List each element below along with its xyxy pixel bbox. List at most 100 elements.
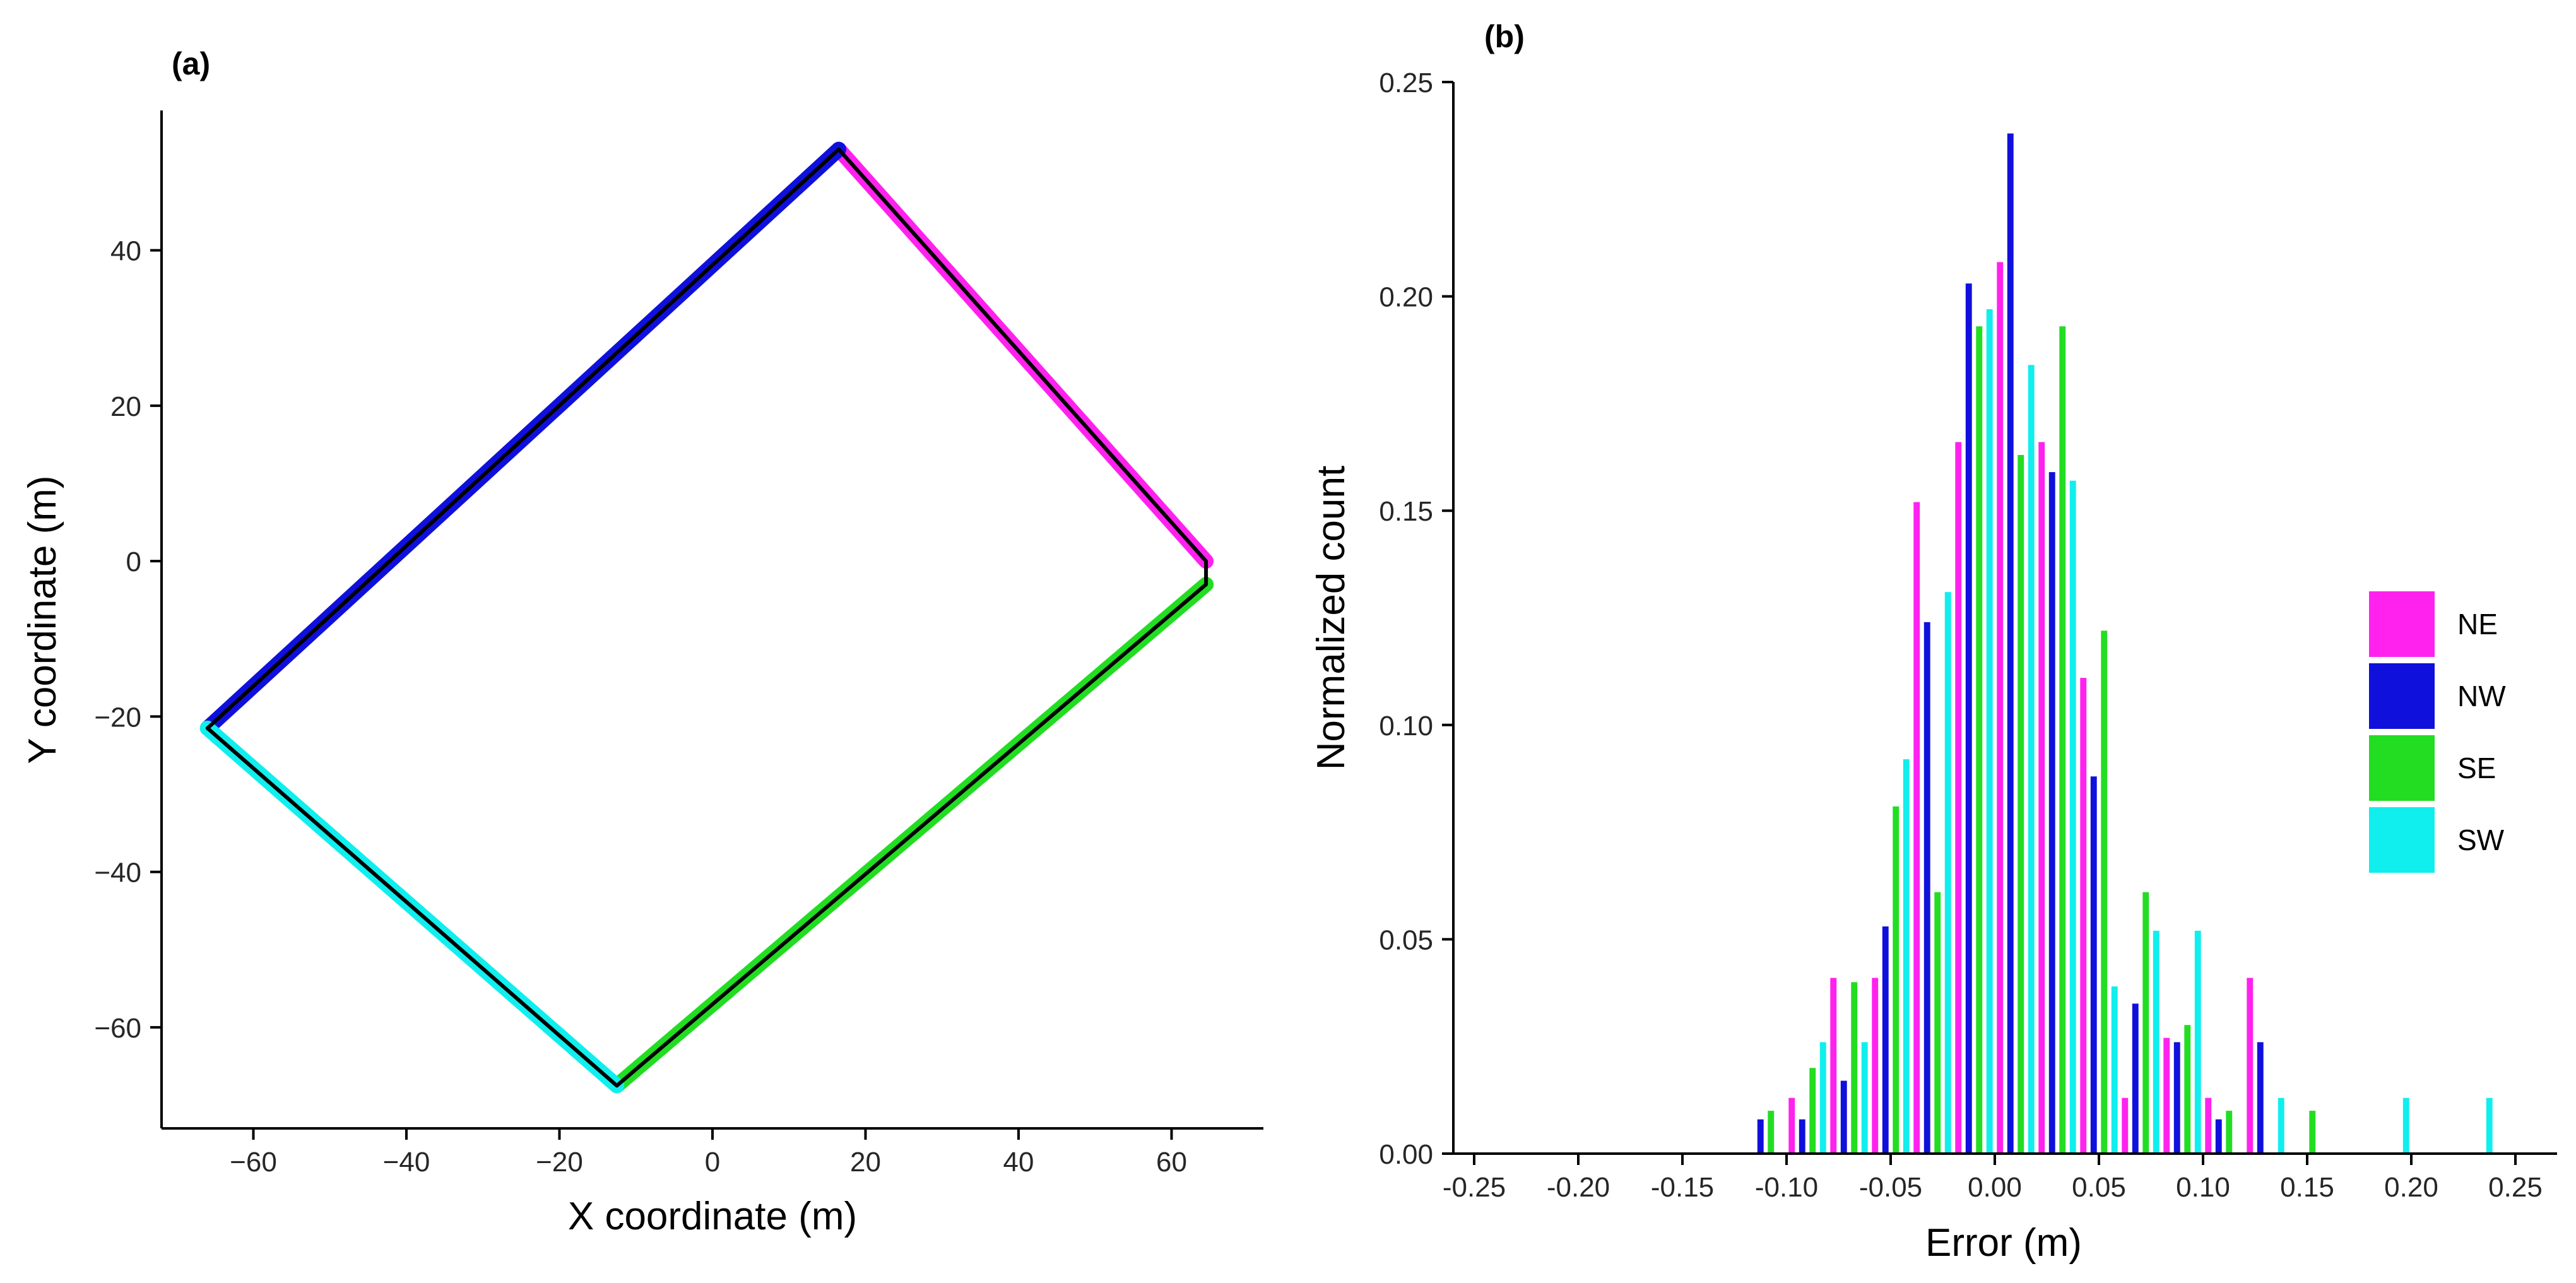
bar-ne: [1997, 262, 2004, 1154]
y-axis-title-b: Normalized count: [1309, 466, 1353, 770]
trace-reference: [205, 147, 1208, 1088]
y-tick-label-a: 20: [110, 391, 141, 422]
bar-nw: [2048, 472, 2055, 1154]
y-tick-label-a: −40: [94, 858, 141, 889]
bar-nw: [1840, 1080, 1847, 1154]
x-tick-label-a: −20: [536, 1147, 583, 1178]
panel-a-label: (a): [172, 46, 210, 81]
bar-nw: [2173, 1042, 2180, 1154]
legend-swatch-se: [2366, 733, 2437, 803]
bar-sw: [1944, 592, 1951, 1154]
panel-b-label: (b): [1484, 19, 1525, 54]
bar-ne: [1913, 502, 1920, 1154]
x-axis-title-b: Error (m): [1925, 1221, 2082, 1265]
bar-ne: [2080, 678, 2087, 1154]
bar-sw: [1986, 309, 1993, 1154]
bar-se: [2018, 454, 2024, 1154]
path-traces: [199, 141, 1214, 1094]
bar-se: [1851, 982, 1858, 1154]
panel-b-error-histogram: (b) -0.25 -0.20 -0.15 -0.10 -0.05 0.00 0.05 0.1…: [1309, 19, 2557, 1265]
bar-se: [1809, 1068, 1816, 1154]
bar-sw: [2153, 930, 2159, 1154]
bar-ne: [1955, 442, 1962, 1154]
bar-sw: [2278, 1097, 2284, 1154]
x-axis-title-a: X coordinate (m): [568, 1195, 857, 1238]
bar-nw: [2215, 1119, 2222, 1154]
bar-nw: [2090, 776, 2097, 1154]
bar-se: [2184, 1025, 2191, 1154]
x-tick-label-b: 0.25: [2488, 1172, 2543, 1203]
bar-sw: [2028, 365, 2035, 1154]
bar-nw: [2132, 1003, 2139, 1154]
x-tick-label-b: -0.05: [1859, 1172, 1922, 1203]
legend-label-sw: SW: [2457, 824, 2505, 856]
bar-sw: [2069, 480, 2076, 1154]
x-tick-label-a: 40: [1003, 1147, 1034, 1178]
legend-label-nw: NW: [2457, 680, 2506, 712]
legend-label-ne: NE: [2457, 608, 2498, 641]
x-tick-label-b: 0.20: [2384, 1172, 2438, 1203]
bar-se: [1934, 892, 1941, 1154]
x-tick-label-b: 0.05: [2072, 1172, 2126, 1203]
y-ticks-a: −60 −40 −20 0 20 40: [94, 236, 162, 1044]
bar-sw: [1903, 759, 1910, 1154]
legend-label-se: SE: [2457, 752, 2496, 784]
bar-nw: [1965, 283, 1972, 1154]
bar-se: [1893, 806, 1900, 1154]
bar-ne: [2163, 1038, 2170, 1154]
bar-nw: [1882, 926, 1889, 1154]
x-tick-label-a: 20: [850, 1147, 881, 1178]
y-tick-label-b: 0.15: [1379, 496, 1433, 527]
bar-se: [2226, 1111, 2233, 1154]
x-tick-label-b: -0.20: [1547, 1172, 1610, 1203]
y-tick-label-b: 0.10: [1379, 711, 1433, 742]
x-tick-label-a: 60: [1156, 1147, 1187, 1178]
y-tick-label-b: 0.20: [1379, 282, 1433, 313]
y-tick-label-a: 0: [126, 547, 141, 577]
histogram-bars: [1757, 133, 2493, 1154]
bar-sw: [1861, 1042, 1868, 1154]
legend-swatch-nw: [2366, 661, 2437, 731]
bar-sw: [2111, 986, 2118, 1154]
x-tick-label-a: −40: [383, 1147, 430, 1178]
bar-se: [1976, 326, 1983, 1154]
bar-nw: [1923, 622, 1930, 1154]
legend: NE NW SE SW: [2366, 589, 2506, 875]
bar-se: [2142, 892, 2149, 1154]
bar-ne: [1788, 1097, 1795, 1154]
x-tick-label-b: -0.15: [1651, 1172, 1714, 1203]
y-tick-label-b: 0.05: [1379, 925, 1433, 955]
legend-swatch-ne: [2366, 589, 2437, 659]
y-axis-title-a: Y coordinate (m): [21, 475, 64, 764]
bar-sw: [2194, 930, 2201, 1154]
panel-a-path-plot: (a) −60 −40 −20 0 20 40 60 −60 −40 −20 0 20 40 X co…: [21, 46, 1263, 1238]
y-tick-label-a: −20: [94, 702, 141, 733]
x-tick-label-b: -0.25: [1443, 1172, 1506, 1203]
bar-se: [1768, 1111, 1775, 1154]
y-ticks-b: 0.00 0.05 0.10 0.15 0.20 0.25: [1379, 68, 1453, 1170]
bar-ne: [2247, 978, 2254, 1154]
y-tick-label-b: 0.25: [1379, 68, 1433, 98]
x-ticks-b: -0.25 -0.20 -0.15 -0.10 -0.05 0.00 0.05 0.10 0.1…: [1443, 1154, 2543, 1203]
x-ticks-a: −60 −40 −20 0 20 40 60: [230, 1128, 1187, 1178]
bar-nw: [2007, 133, 2014, 1154]
bar-ne: [1872, 978, 1879, 1154]
x-tick-label-b: 0.15: [2280, 1172, 2334, 1203]
x-tick-label-b: 0.00: [1968, 1172, 2022, 1203]
bar-se: [2101, 630, 2108, 1154]
x-tick-label-b: -0.10: [1755, 1172, 1818, 1203]
bar-se: [2309, 1111, 2316, 1154]
x-tick-label-b: 0.10: [2176, 1172, 2230, 1203]
y-tick-label-b: 0.00: [1379, 1139, 1433, 1170]
bar-nw: [1799, 1119, 1805, 1154]
y-tick-label-a: 40: [110, 236, 141, 267]
x-tick-label-a: −60: [230, 1147, 277, 1178]
bar-se: [2059, 326, 2066, 1154]
bar-nw: [2257, 1042, 2264, 1154]
x-tick-label-a: 0: [705, 1147, 720, 1178]
y-tick-label-a: −60: [94, 1013, 141, 1044]
bar-ne: [2038, 442, 2045, 1154]
bar-ne: [1830, 978, 1837, 1154]
bar-ne: [2122, 1097, 2129, 1154]
